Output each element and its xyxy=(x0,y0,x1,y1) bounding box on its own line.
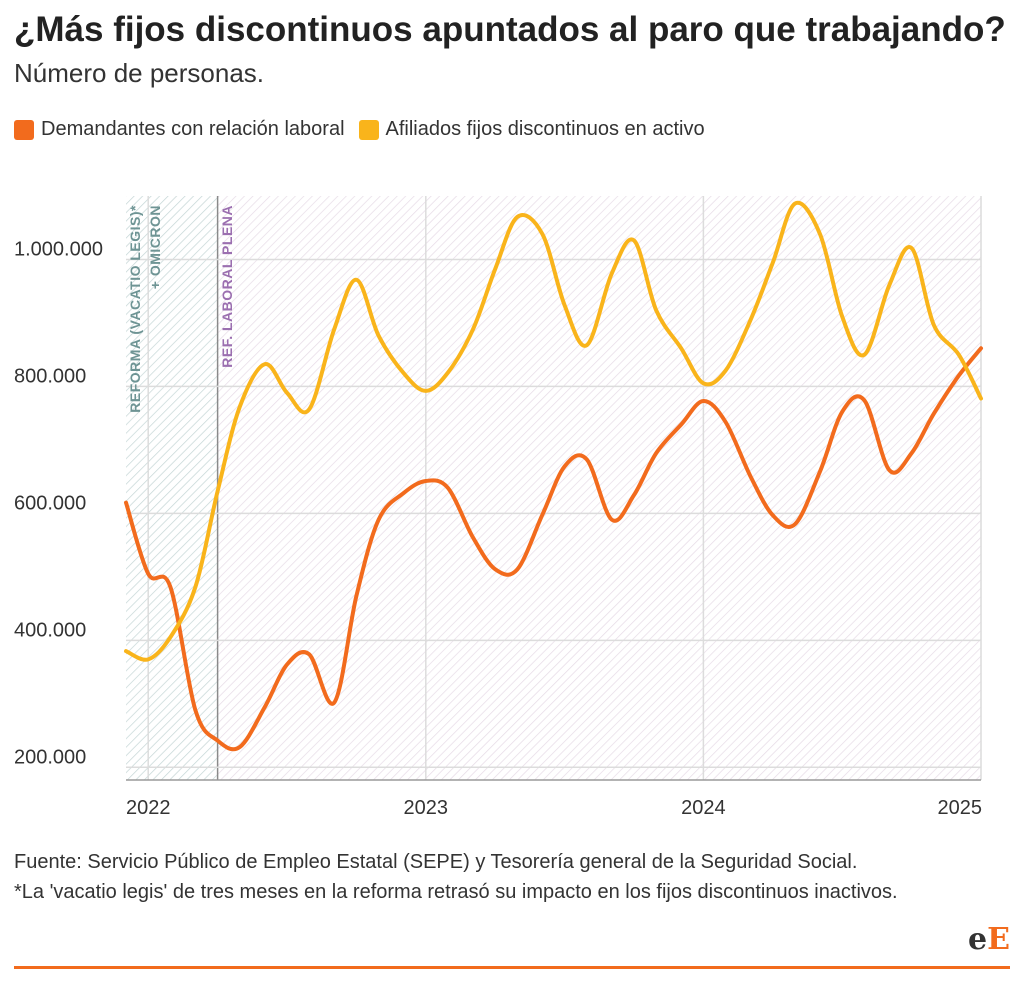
gridlines xyxy=(126,196,982,781)
legend-label-afiliados: Afiliados fijos discontinuos en activo xyxy=(385,118,705,140)
logo-upper: E xyxy=(987,922,1010,957)
footer: Fuente: Servicio Público de Empleo Estat… xyxy=(14,848,964,906)
x-tick-label: 2025 xyxy=(938,797,983,819)
legend: Demandantes con relación laboral Afiliad… xyxy=(14,118,719,141)
annotation-ref-laboral-plena: REF. LABORAL PLENA xyxy=(219,205,235,368)
line-chart: 200.000 400.000 600.000 800.000 1.000.000 20… xyxy=(14,196,983,819)
source-note: Fuente: Servicio Público de Empleo Estat… xyxy=(14,851,858,873)
y-tick-label: 400.000 xyxy=(14,619,86,641)
legend-item-afiliados: Afiliados fijos discontinuos en activo xyxy=(358,118,705,141)
chart-title: ¿Más fijos discontinuos apuntados al par… xyxy=(14,10,1006,49)
logo-lower: e xyxy=(968,922,988,957)
shaded-period-0 xyxy=(126,196,218,780)
legend-item-demandantes: Demandantes con relación laboral xyxy=(14,118,345,141)
brand-logo: eE xyxy=(968,922,1010,957)
footnote: *La 'vacatio legis' de tres meses en la … xyxy=(14,881,898,903)
series-line-demandantes xyxy=(124,346,983,752)
x-tick-label: 2022 xyxy=(126,797,171,819)
x-tick-label: 2023 xyxy=(404,797,449,819)
period-annotations: REFORMA (VACATIO LEGIS)* + OMICRON REF. … xyxy=(127,205,235,413)
x-axis-labels: 2022 2023 2024 2025 xyxy=(126,797,982,819)
legend-label-demandantes: Demandantes con relación laboral xyxy=(41,118,345,140)
y-tick-label: 200.000 xyxy=(14,746,86,768)
y-tick-label: 600.000 xyxy=(14,492,86,514)
series-line-afiliados xyxy=(124,200,983,662)
annotation-reforma-line1: REFORMA (VACATIO LEGIS)* xyxy=(127,205,143,413)
y-axis-labels: 200.000 400.000 600.000 800.000 1.000.000 xyxy=(14,238,103,768)
annotation-reforma-line2: + OMICRON xyxy=(147,205,163,289)
x-tick-label: 2024 xyxy=(681,797,726,819)
y-tick-label: 1.000.000 xyxy=(14,238,103,260)
bottom-rule xyxy=(14,966,1010,969)
legend-swatch-demandantes xyxy=(14,119,34,140)
legend-swatch-afiliados xyxy=(358,119,379,140)
chart-subtitle: Número de personas. xyxy=(14,58,265,88)
y-tick-label: 800.000 xyxy=(14,365,86,387)
series-lines xyxy=(124,200,983,752)
